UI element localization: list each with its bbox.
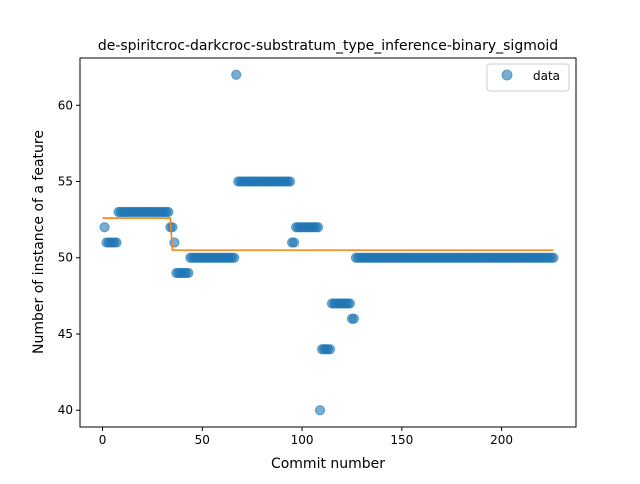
data-points (99, 69, 559, 416)
data-point (324, 344, 336, 355)
data-point (163, 206, 174, 218)
legend-marker (501, 69, 513, 81)
plot-frame (79, 57, 577, 428)
data-point (229, 252, 240, 263)
y-tick-label: 60 (58, 98, 73, 112)
data-point (167, 222, 178, 233)
data-point (344, 298, 356, 309)
fit-line (102, 217, 554, 251)
fit-line-layer (102, 217, 554, 251)
data-point (312, 222, 324, 233)
x-axis-ticks: 0 50 100 150 200 (99, 427, 513, 447)
legend-label: data (533, 69, 560, 83)
data-point (284, 176, 296, 187)
data-point (183, 267, 194, 279)
x-tick-label: 150 (390, 433, 413, 447)
data-point (111, 237, 122, 248)
y-axis-ticks: 40 45 50 55 60 (58, 98, 80, 417)
y-tick-label: 50 (58, 251, 73, 265)
y-tick-label: 45 (58, 327, 73, 341)
y-tick-label: 40 (58, 403, 73, 417)
data-point (231, 69, 242, 80)
data-point (348, 313, 360, 324)
data-point (314, 405, 326, 416)
x-tick-label: 0 (99, 433, 107, 447)
data-point (99, 222, 110, 233)
y-axis-label: Number of instance of a feature (31, 130, 47, 354)
data-point (548, 252, 559, 263)
data-point (288, 237, 300, 248)
y-tick-label: 55 (58, 175, 73, 189)
x-tick-label: 50 (195, 433, 210, 447)
x-tick-label: 200 (490, 433, 513, 447)
x-tick-label: 100 (291, 433, 314, 447)
x-axis-label: Commit number (271, 456, 385, 472)
chart-title: de-spiritcroc-darkcroc-substratum_type_i… (98, 38, 558, 54)
legend: data (486, 63, 570, 92)
